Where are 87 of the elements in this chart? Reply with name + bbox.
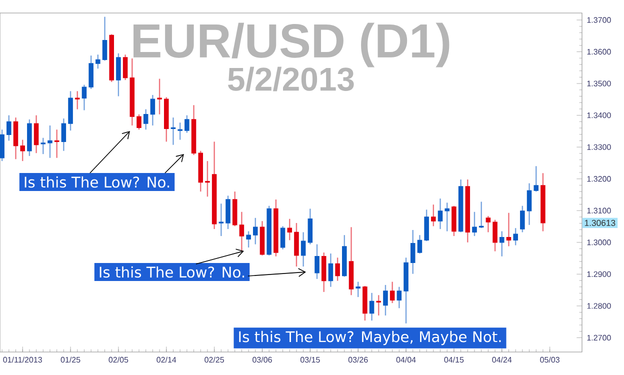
y-tick-label: 1.3300 xyxy=(587,144,611,150)
candlestick xyxy=(96,54,100,70)
candlestick xyxy=(376,294,382,316)
x-tick-label: 01/25 xyxy=(60,356,80,363)
candlestick xyxy=(205,160,210,198)
candlestick xyxy=(34,114,39,154)
candlestick xyxy=(308,208,313,245)
x-tick-label: 03/06 xyxy=(252,356,272,363)
candlestick xyxy=(300,232,306,268)
candlestick xyxy=(520,205,525,233)
x-tick-label: 02/05 xyxy=(108,356,128,363)
candlestick xyxy=(226,195,230,230)
chart-title: EUR/USD (D1) xyxy=(134,22,450,68)
y-tick-label: 1.2800 xyxy=(587,303,611,309)
x-tick-label: 02/25 xyxy=(204,356,224,363)
candlestick xyxy=(122,54,128,81)
candlestick xyxy=(438,198,443,230)
y-tick-label: 1.3000 xyxy=(587,240,611,246)
candlestick xyxy=(280,226,286,250)
candlestick xyxy=(328,252,334,288)
candlestick xyxy=(48,124,52,158)
y-tick-label: 1.2700 xyxy=(587,334,611,341)
candlestick xyxy=(335,257,340,282)
x-tick-label: 03/15 xyxy=(300,356,320,363)
x-tick-label: 02/14 xyxy=(156,356,176,363)
text: 1.30613 xyxy=(584,220,616,226)
y-tick-label: 1.3600 xyxy=(587,48,611,55)
candlestick xyxy=(417,234,422,254)
candlestick xyxy=(143,108,148,130)
candlestick xyxy=(88,54,94,90)
candlestick xyxy=(294,222,299,268)
candlestick xyxy=(82,84,87,111)
x-tick-label: 05/03 xyxy=(540,356,560,363)
candlestick xyxy=(61,118,66,152)
candlestick xyxy=(410,229,416,274)
candlestick xyxy=(54,129,60,158)
candlestick xyxy=(356,281,360,298)
candlestick xyxy=(287,218,292,241)
y-tick-label: 1.3100 xyxy=(587,208,611,214)
text: 5/2/2013 xyxy=(228,66,354,92)
candlestick xyxy=(424,209,429,242)
candlestick xyxy=(390,281,395,304)
candlestick xyxy=(0,129,4,162)
annotation: Is this The Low? Maybe, Maybe Not. xyxy=(239,330,501,346)
y-tick-label: 1.3500 xyxy=(587,80,611,86)
candlestick xyxy=(314,244,320,280)
candlestick xyxy=(486,215,491,233)
x-tick-label: 01/11/2013 xyxy=(3,356,42,363)
candlestick xyxy=(383,284,388,316)
x-tick-label: 03/26 xyxy=(348,356,368,363)
candlestick xyxy=(253,217,258,245)
annotation: Is this The Low? No. xyxy=(24,176,170,188)
candlestick xyxy=(239,211,244,252)
candlestick xyxy=(136,114,142,130)
candlestick xyxy=(478,201,484,229)
y-tick-label: 1.2900 xyxy=(587,271,611,277)
candlestick xyxy=(492,219,498,252)
candlestick xyxy=(178,122,182,140)
candlestick xyxy=(506,212,512,247)
candlestick xyxy=(40,137,46,155)
candlestick xyxy=(246,230,251,248)
candlestick xyxy=(116,52,121,97)
candlestick xyxy=(513,227,518,246)
candlestick xyxy=(218,203,224,237)
candlestick xyxy=(6,114,12,142)
y-tick-label: 1.3400 xyxy=(587,112,611,118)
x-tick-label: 04/24 xyxy=(492,356,512,363)
candlestick xyxy=(472,211,477,237)
annotation: Is this The Low? No. xyxy=(100,266,244,278)
candlestick xyxy=(74,90,80,110)
candlestick xyxy=(431,204,436,227)
candlestick xyxy=(499,230,504,257)
candlestick xyxy=(534,166,539,192)
y-tick-label: 1.3200 xyxy=(587,176,611,182)
x-tick-label: 04/15 xyxy=(444,356,464,363)
candlestick xyxy=(157,78,162,115)
y-tick-label: 1.3700 xyxy=(587,17,611,23)
candlestick xyxy=(526,182,532,226)
candlestick xyxy=(20,139,25,162)
candlestick xyxy=(396,286,402,309)
candlestick xyxy=(184,114,190,134)
candlestick xyxy=(102,16,108,62)
candlestick xyxy=(444,202,450,232)
candlestick xyxy=(369,292,374,322)
x-tick-label: 04/04 xyxy=(396,356,416,363)
candlestick xyxy=(150,94,156,126)
candlestick xyxy=(170,116,176,146)
